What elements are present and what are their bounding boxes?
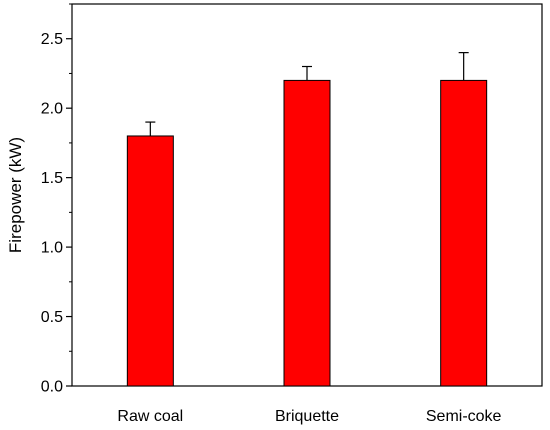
bar <box>126 135 174 387</box>
y-tick-label: 0.5 <box>41 309 63 326</box>
y-tick-label: 1.0 <box>41 240 63 257</box>
bar <box>440 79 488 387</box>
y-tick-label: 1.5 <box>41 170 63 187</box>
x-tick-label: Raw coal <box>117 408 183 425</box>
y-tick-label: 2.5 <box>41 31 63 48</box>
x-axis: Raw coal Briquette Semi-coke <box>117 408 501 425</box>
y-tick-label: 0.0 <box>41 379 63 396</box>
bars <box>126 52 488 387</box>
x-tick-label: Semi-coke <box>426 408 502 425</box>
bar <box>283 79 331 387</box>
y-tick-label: 2.0 <box>41 101 63 118</box>
y-axis-title: Firepower (kW) <box>6 137 25 253</box>
y-axis: 0.0 0.5 1.0 1.5 2.0 2.5 <box>41 3 72 396</box>
x-tick-label: Briquette <box>275 408 339 425</box>
